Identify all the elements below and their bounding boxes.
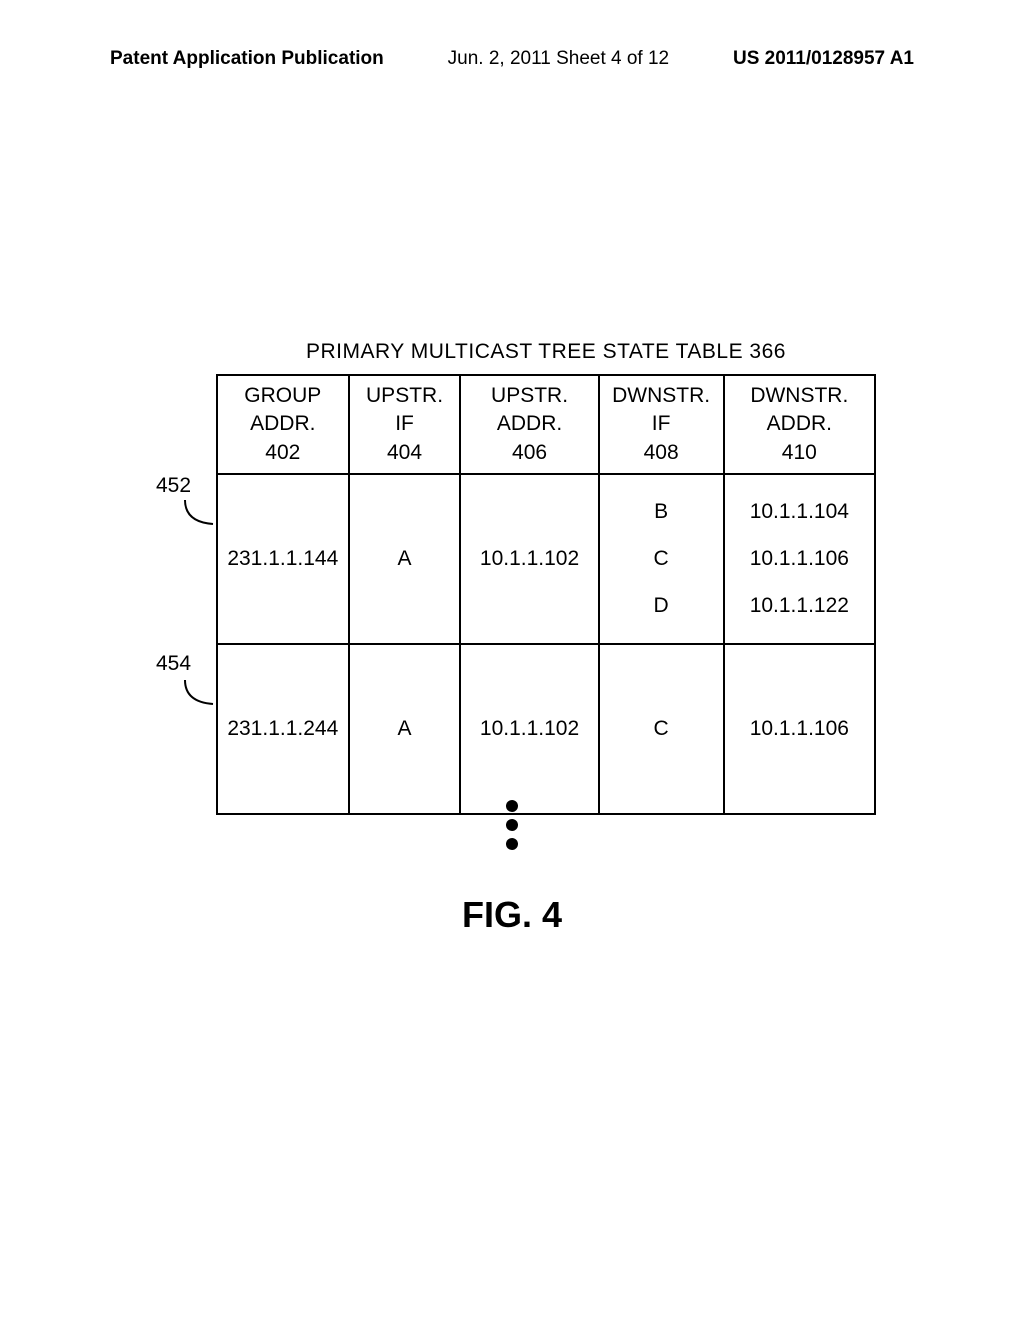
- table-row: 231.1.1.144 A 10.1.1.102 B C D 10.1.1.10…: [217, 474, 875, 644]
- cell-dwnstr-if: B C D: [599, 474, 724, 644]
- header-left: Patent Application Publication: [110, 48, 384, 70]
- cell-upstr-if: A: [349, 644, 461, 814]
- header-center: Jun. 2, 2011 Sheet 4 of 12: [448, 48, 670, 70]
- cell-group-addr: 231.1.1.144: [217, 474, 349, 644]
- col-header-dwnstr-addr: DWNSTR. ADDR. 410: [724, 375, 875, 474]
- table-title: PRIMARY MULTICAST TREE STATE TABLE 366: [216, 340, 876, 364]
- col-header-upstr-addr: UPSTR. ADDR. 406: [460, 375, 598, 474]
- figure-label: FIG. 4: [0, 894, 1024, 936]
- row-label-454: 454: [156, 652, 191, 676]
- cell-upstr-if: A: [349, 474, 461, 644]
- col-header-group-addr: GROUP ADDR. 402: [217, 375, 349, 474]
- vertical-ellipsis-icon: [0, 798, 1024, 852]
- header-right: US 2011/0128957 A1: [733, 48, 914, 70]
- cell-upstr-addr: 10.1.1.102: [460, 474, 598, 644]
- row-label-452: 452: [156, 474, 191, 498]
- table-area: PRIMARY MULTICAST TREE STATE TABLE 366 G…: [216, 340, 876, 815]
- table-header-row: GROUP ADDR. 402 UPSTR. IF 404 UPSTR. ADD…: [217, 375, 875, 474]
- cell-dwnstr-addr: 10.1.1.106: [724, 644, 875, 814]
- leader-line-icon: [183, 678, 219, 708]
- cell-dwnstr-addr: 10.1.1.104 10.1.1.106 10.1.1.122: [724, 474, 875, 644]
- cell-upstr-addr: 10.1.1.102: [460, 644, 598, 814]
- cell-group-addr: 231.1.1.244: [217, 644, 349, 814]
- page-header: Patent Application Publication Jun. 2, 2…: [0, 48, 1024, 70]
- cell-dwnstr-if: C: [599, 644, 724, 814]
- col-header-upstr-if: UPSTR. IF 404: [349, 375, 461, 474]
- table-row: 231.1.1.244 A 10.1.1.102 C 10.1.1.106: [217, 644, 875, 814]
- state-table: GROUP ADDR. 402 UPSTR. IF 404 UPSTR. ADD…: [216, 374, 876, 815]
- leader-line-icon: [183, 498, 219, 528]
- col-header-dwnstr-if: DWNSTR. IF 408: [599, 375, 724, 474]
